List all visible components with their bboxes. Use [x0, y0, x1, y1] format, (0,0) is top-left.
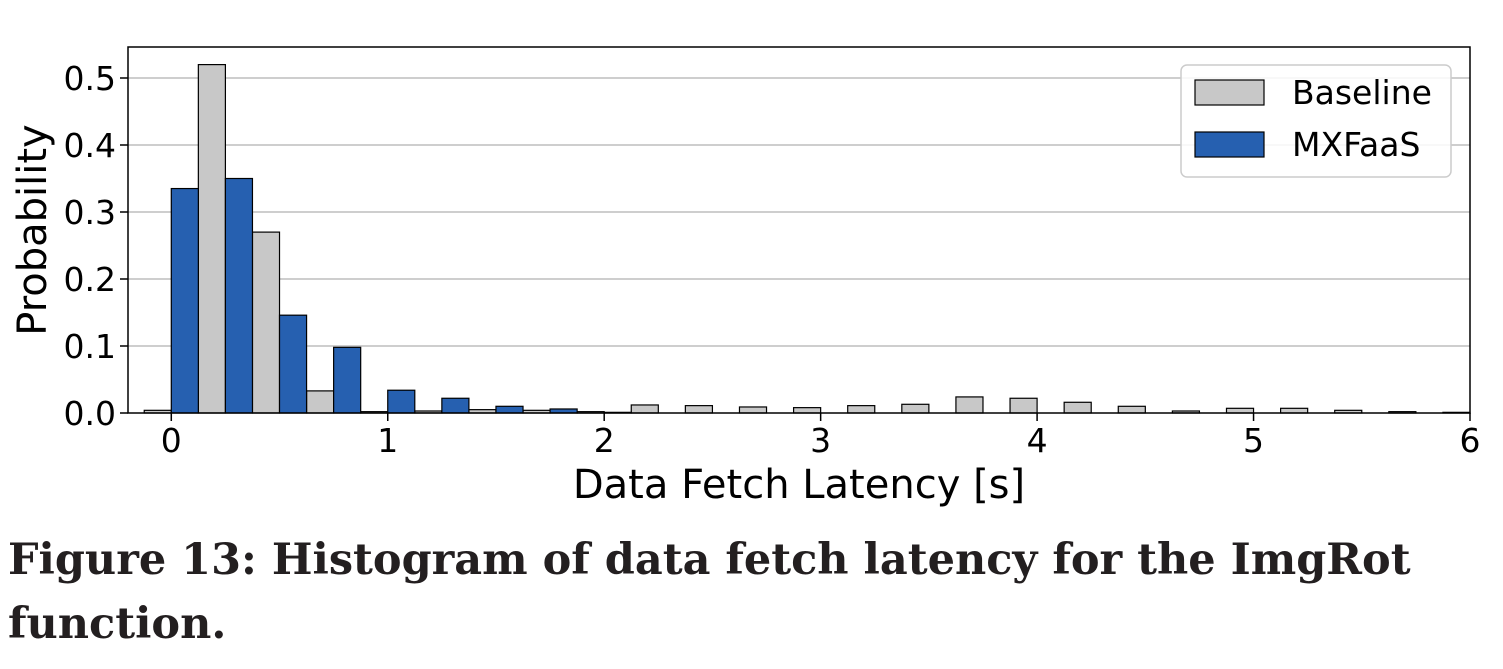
bar-baseline-11 [738, 406, 768, 414]
y-tick-label-4: 0.4 [64, 126, 116, 165]
x-tick-label-3: 3 [810, 421, 831, 460]
bar-mxfaas-4 [387, 389, 416, 414]
legend-swatch-baseline [1194, 79, 1265, 106]
y-tick-label-3: 0.3 [64, 193, 116, 232]
bar-mxfaas-1 [224, 177, 254, 414]
plot-frame [127, 46, 1471, 414]
y-axis-ticks: 0.0 0.1 0.2 0.3 0.4 0.5 [64, 59, 128, 433]
bar-baseline-16 [1009, 397, 1038, 414]
x-tick-label-2: 2 [594, 421, 615, 460]
histogram-chart: 0 1 2 3 4 5 6 0.0 0.1 0.2 0.3 0.4 0.5 Data Fetch La… [10, 46, 1481, 508]
x-tick-label-6: 6 [1460, 421, 1481, 460]
x-axis-ticks: 0 1 2 3 4 5 6 [161, 413, 1481, 460]
bar-baseline-3 [305, 390, 335, 414]
bar-baseline-2 [251, 231, 281, 414]
legend-label-mxfaas: MXFaaS [1292, 125, 1420, 164]
legend: Baseline MXFaaS [1180, 64, 1452, 178]
x-tick-label-4: 4 [1027, 421, 1048, 460]
x-axis-label: Data Fetch Latency [s] [573, 462, 1025, 508]
bar-mxfaas-3 [333, 346, 362, 414]
y-axis-label: Probability [10, 124, 56, 335]
x-tick-label-1: 1 [377, 421, 398, 460]
bar-baseline-1 [197, 63, 227, 414]
legend-label-baseline: Baseline [1292, 73, 1432, 112]
bar-mxfaas-0 [170, 187, 199, 414]
bar-baseline-18 [1117, 405, 1146, 414]
y-tick-label-5: 0.5 [64, 59, 116, 98]
bar-mxfaas-2 [278, 314, 308, 414]
y-tick-label-0: 0.0 [64, 394, 116, 433]
x-tick-label-5: 5 [1243, 421, 1264, 460]
bar-baseline-15 [955, 396, 984, 414]
x-tick-label-0: 0 [161, 421, 182, 460]
bar-mxfaas-5 [441, 397, 470, 414]
bar-mxfaas-6 [495, 405, 524, 414]
bar-baseline-17 [1063, 401, 1092, 414]
y-tick-label-2: 0.2 [64, 260, 116, 299]
legend-swatch-mxfaas [1194, 131, 1265, 158]
bar-baseline-12 [792, 407, 822, 414]
y-tick-label-1: 0.1 [64, 327, 116, 366]
bar-baseline-10 [684, 405, 714, 414]
figure-caption: Figure 13: Histogram of data fetch laten… [8, 535, 1411, 649]
bar-baseline-13 [847, 405, 876, 414]
bar-baseline-14 [901, 403, 930, 414]
bar-baseline-9 [630, 404, 659, 414]
